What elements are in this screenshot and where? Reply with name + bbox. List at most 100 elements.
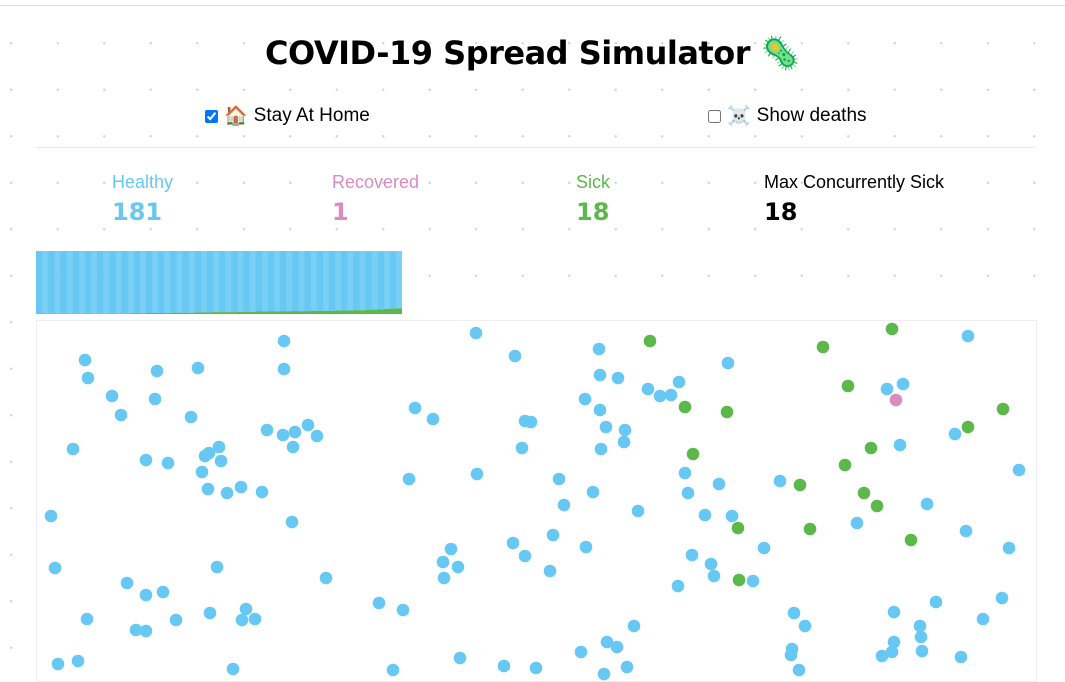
- person-healthy: [199, 450, 212, 463]
- person-healthy: [611, 641, 624, 654]
- person-healthy: [915, 631, 928, 644]
- chart-bar-sick: [311, 311, 317, 314]
- person-healthy: [525, 416, 538, 429]
- person-healthy: [249, 613, 262, 626]
- chart-bar-sick: [256, 311, 262, 314]
- chart-bar-sick: [286, 311, 292, 314]
- chart-bar-healthy: [54, 251, 60, 314]
- stat-label: Sick: [576, 172, 610, 193]
- person-healthy: [277, 429, 290, 442]
- person-healthy: [221, 487, 234, 500]
- skull-crossbones-icon: ☠️: [727, 104, 751, 128]
- chart-bar-healthy: [396, 251, 402, 308]
- person-healthy: [437, 556, 450, 569]
- chart-bar-sick: [128, 313, 134, 314]
- person-healthy: [598, 668, 611, 681]
- chart-bar-healthy: [286, 251, 292, 311]
- chart-bar-sick: [298, 311, 304, 314]
- chart-bar-sick: [280, 311, 286, 314]
- chart-bar-healthy: [146, 251, 152, 313]
- person-healthy: [227, 663, 240, 676]
- person-healthy: [236, 614, 249, 627]
- person-sick: [842, 380, 855, 393]
- person-healthy: [619, 424, 632, 437]
- person-healthy: [387, 664, 400, 677]
- chart-bar-healthy: [170, 251, 176, 313]
- chart-bar-sick: [195, 312, 201, 314]
- chart-bar-sick: [396, 308, 402, 314]
- person-sick: [721, 406, 734, 419]
- simulation-canvas: [36, 320, 1037, 682]
- person-healthy: [672, 580, 685, 593]
- chart-bar-sick: [378, 309, 384, 314]
- person-healthy: [72, 655, 85, 668]
- show-deaths-toggle[interactable]: ☠️ Show deaths: [708, 104, 867, 128]
- chart-bar-healthy: [189, 251, 195, 313]
- person-healthy: [204, 607, 217, 620]
- show-deaths-checkbox[interactable]: [708, 110, 721, 123]
- chart-bar-healthy: [195, 251, 201, 312]
- person-healthy: [799, 620, 812, 633]
- person-sick: [794, 479, 807, 492]
- person-healthy: [192, 362, 205, 375]
- chart-bar-healthy: [262, 251, 268, 311]
- person-healthy: [930, 596, 943, 609]
- chart-bar-healthy: [359, 251, 365, 310]
- chart-bar-sick: [323, 311, 329, 314]
- person-healthy: [185, 411, 198, 424]
- person-healthy: [618, 436, 631, 449]
- person-healthy: [580, 541, 593, 554]
- house-icon: 🏠: [224, 104, 248, 128]
- chart-bar-sick: [146, 313, 152, 314]
- chart-bar-healthy: [304, 251, 310, 311]
- chart-bar-sick: [262, 311, 268, 314]
- person-healthy: [427, 413, 440, 426]
- person-healthy: [587, 486, 600, 499]
- person-sick: [839, 459, 852, 472]
- chart-bar-healthy: [60, 251, 66, 314]
- chart-bar-sick: [243, 312, 249, 314]
- chart-bar-healthy: [329, 251, 335, 311]
- person-healthy: [679, 467, 692, 480]
- stay-at-home-toggle[interactable]: 🏠 Stay At Home: [205, 104, 370, 128]
- chart-bar-healthy: [365, 251, 371, 310]
- person-healthy: [403, 473, 416, 486]
- stat-sick: Sick 18: [576, 172, 610, 226]
- stat-label: Max Concurrently Sick: [764, 172, 944, 193]
- chart-bar-healthy: [152, 251, 158, 313]
- chart-bar-sick: [384, 309, 390, 314]
- chart-bar-healthy: [347, 251, 353, 311]
- stat-value: 18: [576, 198, 610, 226]
- microbe-icon: 🦠: [761, 34, 800, 72]
- person-healthy: [287, 441, 300, 454]
- chart-bar-healthy: [372, 251, 378, 309]
- chart-bar-healthy: [176, 251, 182, 313]
- person-healthy: [49, 562, 62, 575]
- stat-label: Recovered: [332, 172, 419, 193]
- stay-at-home-checkbox[interactable]: [205, 110, 218, 123]
- person-healthy: [914, 620, 927, 633]
- chart-bar-healthy: [384, 251, 390, 309]
- person-healthy: [115, 409, 128, 422]
- chart-bar-sick: [341, 311, 347, 314]
- person-healthy: [955, 651, 968, 664]
- person-healthy: [722, 357, 735, 370]
- chart-bar-healthy: [201, 251, 207, 312]
- person-healthy: [654, 390, 667, 403]
- chart-bar-healthy: [292, 251, 298, 311]
- chart-bar-healthy: [207, 251, 213, 312]
- chart-bar-healthy: [237, 251, 243, 312]
- person-healthy: [81, 613, 94, 626]
- chart-bar-healthy: [67, 251, 73, 314]
- chart-bar-healthy: [73, 251, 79, 314]
- person-healthy: [747, 575, 760, 588]
- person-healthy: [278, 335, 291, 348]
- stat-recovered: Recovered 1: [332, 172, 419, 226]
- person-healthy: [758, 542, 771, 555]
- person-sick: [865, 442, 878, 455]
- person-healthy: [785, 649, 798, 662]
- person-healthy: [851, 517, 864, 530]
- person-healthy: [682, 487, 695, 500]
- person-healthy: [162, 457, 175, 470]
- chart-bar-healthy: [134, 251, 140, 313]
